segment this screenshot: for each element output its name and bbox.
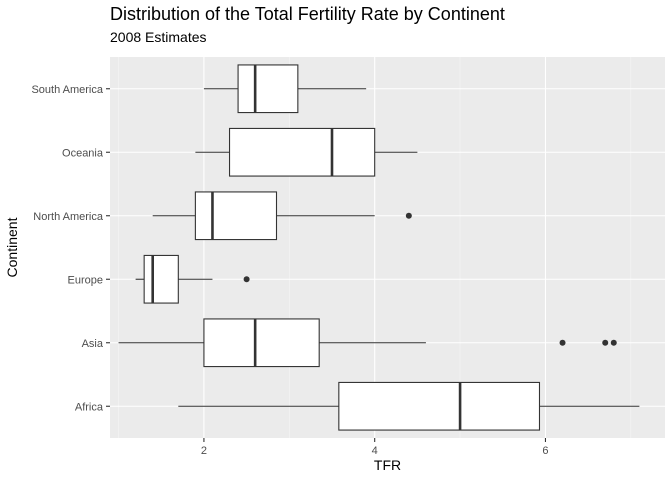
y-tick-label: Asia (82, 338, 104, 350)
y-tick-label: North America (33, 211, 104, 223)
outlier-point (559, 339, 566, 346)
box-iqr (237, 64, 299, 114)
y-tick-label: Africa (75, 401, 104, 413)
box-iqr (228, 127, 376, 177)
chart-title: Distribution of the Total Fertility Rate… (110, 4, 505, 24)
box-series (118, 64, 640, 431)
box-north-america (152, 191, 412, 241)
box-iqr (194, 191, 278, 241)
outlier-point (405, 212, 412, 219)
axes: 2 4 6 Africa Asia Europe North America Oceania S… (31, 84, 548, 457)
x-axis-title: TFR (374, 457, 401, 473)
box-africa (178, 381, 640, 431)
box-iqr (143, 254, 179, 304)
outlier-point (602, 339, 609, 346)
box-asia (118, 318, 617, 368)
x-tick-label: 4 (372, 445, 378, 457)
box-europe (135, 254, 250, 304)
outlier-point (610, 339, 617, 346)
y-tick-label: Oceania (62, 147, 104, 159)
outlier-point (243, 276, 250, 283)
y-tick-label: Europe (68, 274, 103, 286)
chart-subtitle: 2008 Estimates (110, 29, 207, 45)
box-iqr (338, 381, 541, 431)
box-iqr (203, 318, 320, 368)
box-oceania (195, 127, 418, 177)
x-tick-label: 2 (201, 445, 207, 457)
y-tick-label: South America (31, 84, 103, 96)
box-south-america (203, 64, 367, 114)
plot-panel (110, 57, 665, 438)
y-axis-title: Continent (4, 217, 20, 277)
x-tick-label: 6 (542, 445, 548, 457)
